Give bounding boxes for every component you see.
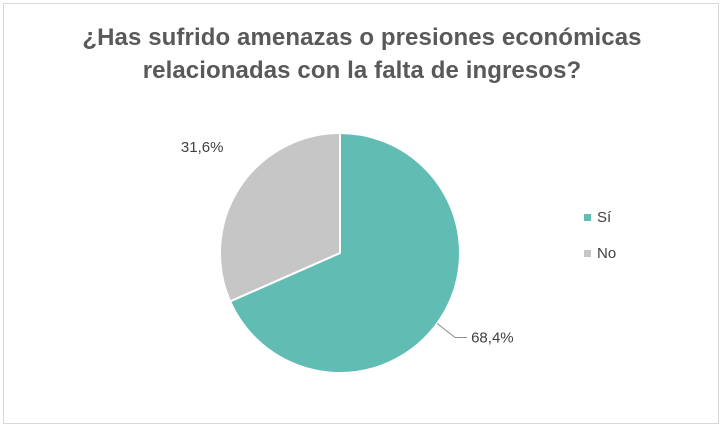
pie-slices bbox=[219, 132, 461, 374]
chart-area: ¿Has sufrido amenazas o presiones económ… bbox=[3, 3, 719, 424]
data-labels: 68,4% 31,6% bbox=[181, 139, 514, 347]
legend: Sí No bbox=[584, 207, 616, 279]
data-label-si: 68,4% bbox=[471, 330, 514, 347]
legend-swatch-no bbox=[584, 249, 591, 257]
pie-chart: 68,4% 31,6% bbox=[181, 132, 514, 374]
leader-lines bbox=[436, 323, 468, 339]
legend-label-no: No bbox=[597, 244, 617, 262]
legend-item-si: Sí bbox=[584, 207, 616, 227]
leader-line-si bbox=[436, 323, 468, 339]
legend-swatch-si bbox=[584, 213, 591, 221]
pie-slice-no bbox=[219, 132, 341, 303]
data-label-no: 31,6% bbox=[181, 139, 224, 156]
chart-title: ¿Has sufrido amenazas o presiones económ… bbox=[82, 24, 642, 84]
pie-slice-si bbox=[229, 132, 461, 374]
legend-label-si: Sí bbox=[597, 208, 612, 226]
legend-item-no: No bbox=[584, 243, 616, 263]
